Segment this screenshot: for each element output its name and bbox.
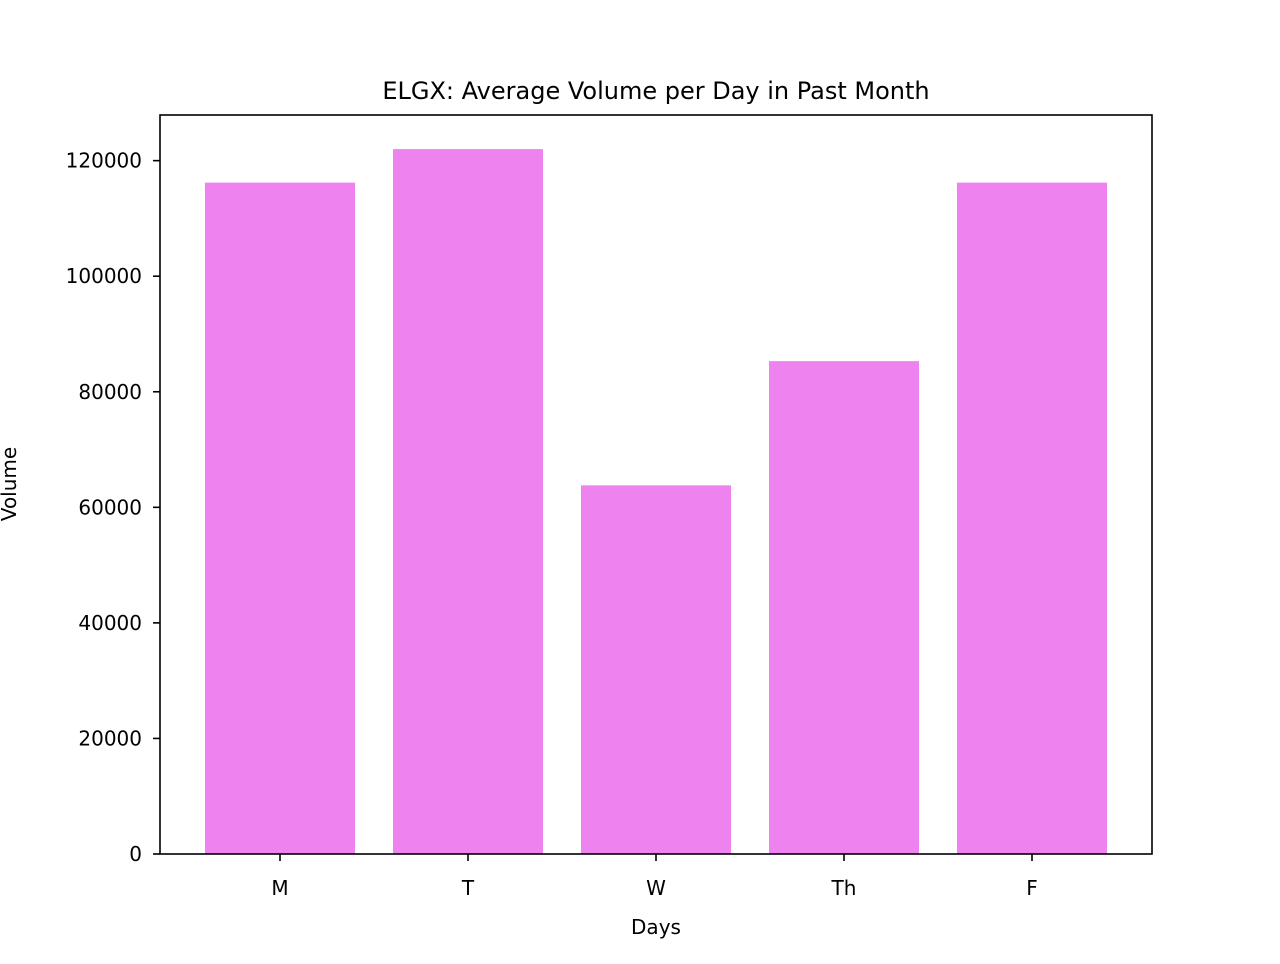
- y-tick-label: 100000: [66, 264, 142, 288]
- x-tick-label: T: [461, 876, 475, 900]
- x-tick-label: Th: [831, 876, 857, 900]
- y-tick-label: 20000: [78, 726, 142, 750]
- chart-title: ELGX: Average Volume per Day in Past Mon…: [382, 77, 929, 105]
- x-axis: M T W Th F: [271, 854, 1038, 900]
- x-tick-label: M: [271, 876, 288, 900]
- bar-f: [957, 182, 1107, 854]
- y-tick-label: 80000: [78, 380, 142, 404]
- y-tick-label: 120000: [66, 149, 142, 173]
- bar-m: [205, 182, 355, 854]
- bar-w: [581, 485, 731, 854]
- y-tick-label: 60000: [78, 495, 142, 519]
- bar-t: [393, 149, 543, 855]
- x-tick-label: W: [646, 876, 666, 900]
- x-axis-label: Days: [631, 915, 681, 939]
- x-tick-label: F: [1026, 876, 1038, 900]
- y-axis: 0 20000 40000 60000 80000 100000 120000: [66, 149, 160, 866]
- plot-area-frame: [159, 114, 1153, 855]
- bar-th: [769, 361, 919, 854]
- bars-layer: [205, 149, 1107, 855]
- y-tick-label: 0: [129, 842, 142, 866]
- y-tick-label: 40000: [78, 611, 142, 635]
- y-axis-label: Volume: [0, 447, 21, 521]
